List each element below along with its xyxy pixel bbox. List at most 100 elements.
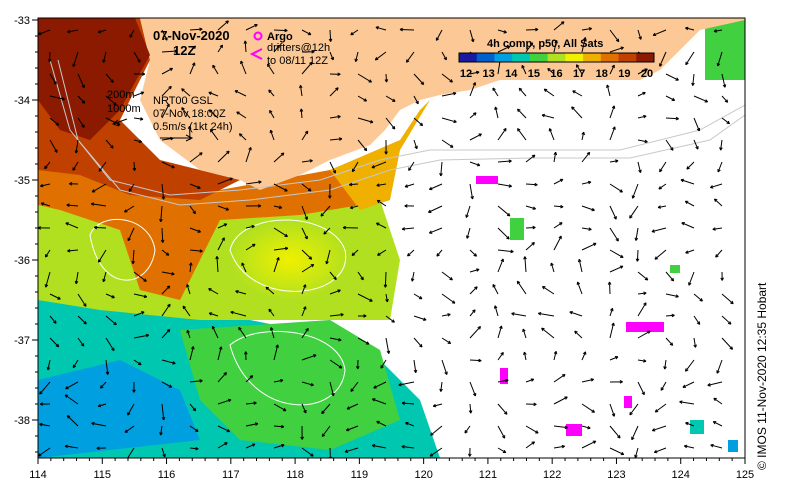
current-vector-arrow-icon xyxy=(235,290,247,295)
current-vector-arrow-icon xyxy=(186,284,191,295)
current-vector-arrow-icon xyxy=(464,425,471,434)
current-vector-arrow-icon xyxy=(234,90,247,97)
current-vector-arrow-icon xyxy=(357,117,374,124)
current-vector-arrow-icon xyxy=(685,51,695,66)
current-vector-arrow-icon xyxy=(215,256,219,273)
sst-warm-eddy xyxy=(230,220,350,300)
current-vector-arrow-icon xyxy=(543,88,555,97)
current-vector-arrow-icon xyxy=(245,375,254,383)
current-vector-arrow-icon xyxy=(384,139,388,155)
current-vector-arrow-icon xyxy=(376,183,387,187)
current-vector-arrow-icon xyxy=(609,355,619,361)
current-vector-arrow-icon xyxy=(609,322,615,339)
current-vector-arrow-icon xyxy=(401,401,415,406)
current-vector-arrow-icon xyxy=(606,84,611,97)
colorbar-tick-label: 16 xyxy=(550,68,562,80)
current-vector-arrow-icon xyxy=(217,44,223,53)
current-vector-arrow-icon xyxy=(665,337,674,346)
colorbar-segment xyxy=(476,53,495,62)
drifter-tracks xyxy=(476,176,664,436)
current-vector-arrow-icon xyxy=(94,225,107,230)
x-tick-label: 121 xyxy=(479,469,497,481)
colorbar-segment xyxy=(512,53,531,62)
current-vector-arrow-icon xyxy=(693,95,709,103)
current-vector-arrow-icon xyxy=(105,293,115,299)
current-vector-arrow-icon xyxy=(189,62,196,75)
current-vector-arrow-icon xyxy=(325,249,331,265)
colorbar-tick-label: 20 xyxy=(641,68,653,80)
colorbar-tick-label: 17 xyxy=(573,68,585,80)
current-vector-arrow-icon xyxy=(469,249,477,257)
sst-green-south xyxy=(180,320,400,450)
current-vector-arrow-icon xyxy=(329,161,336,174)
current-vector-arrow-icon xyxy=(208,91,219,97)
current-vector-arrow-icon xyxy=(49,315,57,324)
current-vector-arrow-icon xyxy=(133,311,145,317)
current-vector-arrow-icon xyxy=(189,425,199,432)
argo-label: Argo xyxy=(267,31,293,43)
credit-text: © IMOS 11-Nov-2020 12:35 Hobart xyxy=(755,282,769,470)
current-vector-arrow-icon xyxy=(497,258,504,273)
current-vector-arrow-icon xyxy=(77,95,86,104)
current-vector-arrow-icon xyxy=(74,139,79,154)
current-vector-arrow-icon xyxy=(161,249,170,256)
current-vector-arrow-icon xyxy=(413,73,425,85)
current-vector-arrow-icon xyxy=(375,26,387,31)
current-vector-arrow-icon xyxy=(428,227,443,234)
current-vector-arrow-icon xyxy=(398,381,415,387)
x-tick-label: 125 xyxy=(736,469,754,481)
current-vector-arrow-icon xyxy=(407,249,415,257)
current-vectors xyxy=(38,20,734,458)
current-vector-arrow-icon xyxy=(413,117,424,127)
current-vector-arrow-icon xyxy=(607,281,612,295)
current-vector-arrow-icon xyxy=(525,42,534,53)
current-vector-arrow-icon xyxy=(497,127,507,141)
current-vector-arrow-icon xyxy=(523,256,527,273)
sst-blue-sw xyxy=(38,360,200,458)
x-tick-label: 122 xyxy=(543,469,561,481)
current-vector-arrow-icon xyxy=(301,327,309,339)
current-vector-arrow-icon xyxy=(269,129,275,141)
current-vector-arrow-icon xyxy=(581,131,585,141)
current-vector-arrow-icon xyxy=(651,227,667,233)
current-vector-arrow-icon xyxy=(525,154,536,163)
current-vector-arrow-icon xyxy=(133,359,142,366)
current-vector-arrow-icon xyxy=(571,106,583,119)
current-vector-arrow-icon xyxy=(713,397,723,405)
current-vector-arrow-icon xyxy=(541,113,555,119)
current-vector-arrow-icon xyxy=(654,403,667,413)
current-vector-arrow-icon xyxy=(241,262,247,273)
current-vector-arrow-icon xyxy=(273,424,285,429)
current-vector-arrow-icon xyxy=(268,308,275,317)
current-vector-arrow-icon xyxy=(350,29,359,36)
current-vector-arrow-icon xyxy=(609,447,625,456)
current-vector-arrow-icon xyxy=(683,444,695,449)
current-vector-arrow-icon xyxy=(525,205,536,210)
current-vector-arrow-icon xyxy=(553,40,558,53)
current-vector-arrow-icon xyxy=(441,337,452,344)
current-vector-arrow-icon xyxy=(356,359,360,370)
current-vector-arrow-icon xyxy=(693,139,699,150)
current-vector-arrow-icon xyxy=(637,114,647,119)
current-vector-arrow-icon xyxy=(404,204,415,208)
current-vector-arrow-icon xyxy=(300,425,304,440)
current-vector-arrow-icon xyxy=(301,263,315,273)
current-vector-arrow-icon xyxy=(469,133,482,141)
current-vector-arrow-icon xyxy=(469,183,474,200)
current-vector-arrow-icon xyxy=(273,378,284,383)
current-vector-arrow-icon xyxy=(245,422,259,427)
x-tick-label: 115 xyxy=(93,469,111,481)
current-vector-arrow-icon xyxy=(329,381,335,397)
current-vector-arrow-icon xyxy=(105,73,114,83)
current-vector-arrow-icon xyxy=(96,446,107,451)
current-vector-arrow-icon xyxy=(40,202,51,207)
current-vector-arrow-icon xyxy=(329,115,341,119)
y-axis: -33 -34 -35 -36 -37 -38 xyxy=(14,15,38,453)
y-tick-label: -37 xyxy=(14,335,30,347)
current-vector-arrow-icon xyxy=(376,199,387,207)
current-vector-arrow-icon xyxy=(441,139,454,148)
colorbar-tick-label: 18 xyxy=(596,68,608,80)
current-vector-arrow-icon xyxy=(581,205,595,212)
plot-border xyxy=(37,17,746,459)
current-vector-arrow-icon xyxy=(240,60,247,75)
